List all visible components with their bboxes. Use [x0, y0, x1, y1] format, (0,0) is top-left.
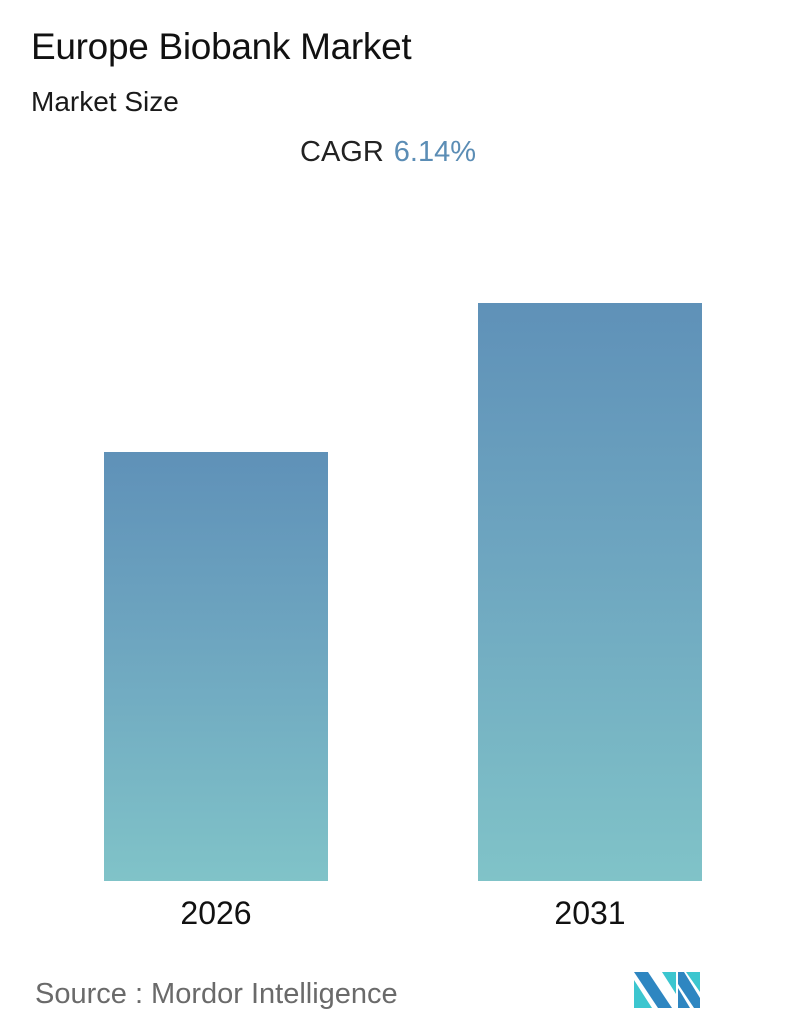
cagr-annotation: CAGR 6.14% — [300, 136, 476, 169]
chart-title: Europe Biobank Market — [31, 26, 412, 67]
source-text: Source : Mordor Intelligence — [35, 978, 398, 1010]
x-axis-label: 2031 — [554, 895, 626, 931]
cagr-value: 6.14% — [393, 136, 477, 168]
bar-2026 — [104, 451, 328, 881]
bar-2031 — [478, 303, 702, 881]
cagr-label: CAGR — [300, 136, 384, 168]
x-axis-label: 2026 — [180, 895, 252, 931]
mordor-intelligence-logo-icon — [634, 972, 700, 1008]
chart-subtitle: Market Size — [31, 86, 179, 117]
